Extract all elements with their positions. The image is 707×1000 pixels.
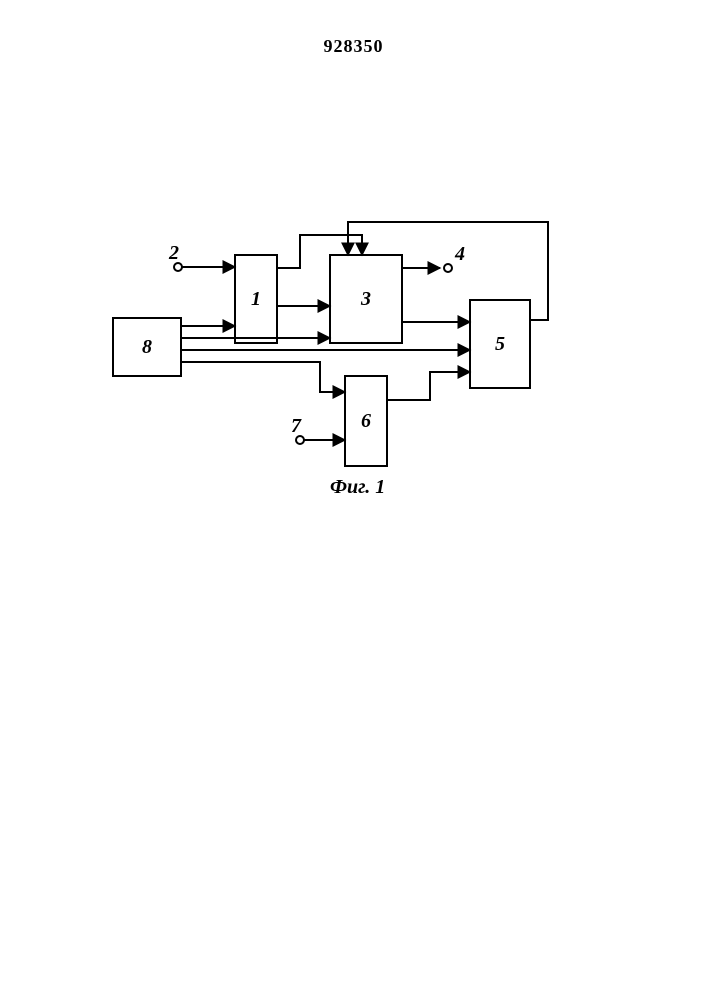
block-label-5: 5 xyxy=(495,333,505,355)
edge xyxy=(181,362,345,392)
figure-caption: Фиг. 1 xyxy=(330,476,385,499)
terminal-7 xyxy=(296,436,304,444)
terminal-label-7: 7 xyxy=(291,415,302,437)
block-label-1: 1 xyxy=(251,288,261,310)
terminal-label-4: 4 xyxy=(454,243,465,265)
terminal-label-2: 2 xyxy=(168,242,179,264)
terminal-2 xyxy=(174,263,182,271)
block-label-6: 6 xyxy=(361,410,371,432)
block-label-8: 8 xyxy=(142,336,152,358)
terminal-4 xyxy=(444,264,452,272)
edge xyxy=(387,372,470,400)
block-diagram: 8 1 3 5 6 2 4 7 xyxy=(0,0,707,1000)
block-label-3: 3 xyxy=(360,288,371,310)
